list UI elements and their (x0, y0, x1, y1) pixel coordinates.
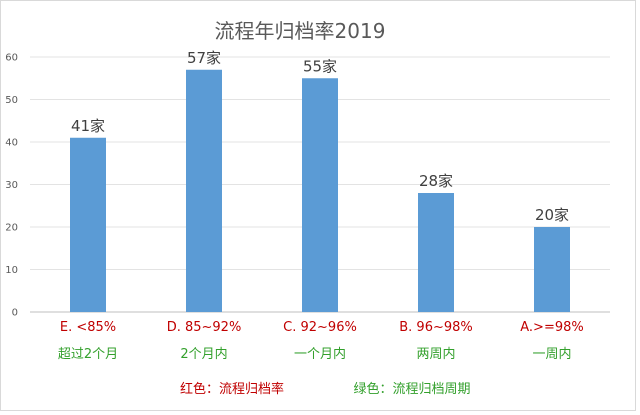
subcategory-label: 2个月内 (180, 346, 227, 362)
data-label: 55家 (303, 57, 337, 75)
x-axis-subcategories: 超过2个月 2个月内 一个月内 两周内 一周内 (58, 346, 572, 362)
chart-title: 流程年归档率2019 (215, 19, 386, 43)
y-tick-label: 20 (5, 223, 18, 234)
category-label: B. 96~98% (399, 320, 473, 335)
category-label: E. <85% (60, 320, 116, 335)
bar (186, 69, 222, 312)
bar (534, 227, 570, 312)
y-tick-label: 10 (5, 265, 18, 276)
data-label: 57家 (187, 49, 221, 67)
y-axis-ticks: 0 10 20 30 40 50 60 (5, 53, 18, 319)
legend-red-text: 红色：流程归档率 (180, 381, 284, 397)
data-label: 41家 (71, 117, 105, 135)
subcategory-label: 两周内 (416, 346, 455, 362)
bar (418, 193, 454, 312)
subcategory-label: 一周内 (532, 346, 571, 362)
y-tick-label: 60 (5, 53, 18, 64)
bar (70, 137, 106, 312)
legend-green-text: 绿色：流程归档周期 (353, 381, 470, 397)
bars (70, 69, 570, 312)
data-labels: 41家 57家 55家 28家 20家 (71, 49, 569, 224)
category-label: A.>=98% (520, 320, 583, 335)
y-tick-label: 40 (5, 138, 18, 149)
category-label: C. 92~96% (283, 320, 357, 335)
subcategory-label: 一个月内 (294, 346, 346, 362)
bar (302, 78, 338, 312)
y-tick-label: 30 (5, 180, 18, 191)
y-tick-label: 50 (5, 95, 18, 106)
data-label: 20家 (535, 206, 569, 224)
data-label: 28家 (419, 172, 453, 190)
y-tick-label: 0 (12, 308, 18, 319)
x-axis-categories: E. <85% D. 85~92% C. 92~96% B. 96~98% A.>=98… (60, 320, 584, 335)
subcategory-label: 超过2个月 (58, 347, 118, 362)
category-label: D. 85~92% (167, 320, 242, 335)
